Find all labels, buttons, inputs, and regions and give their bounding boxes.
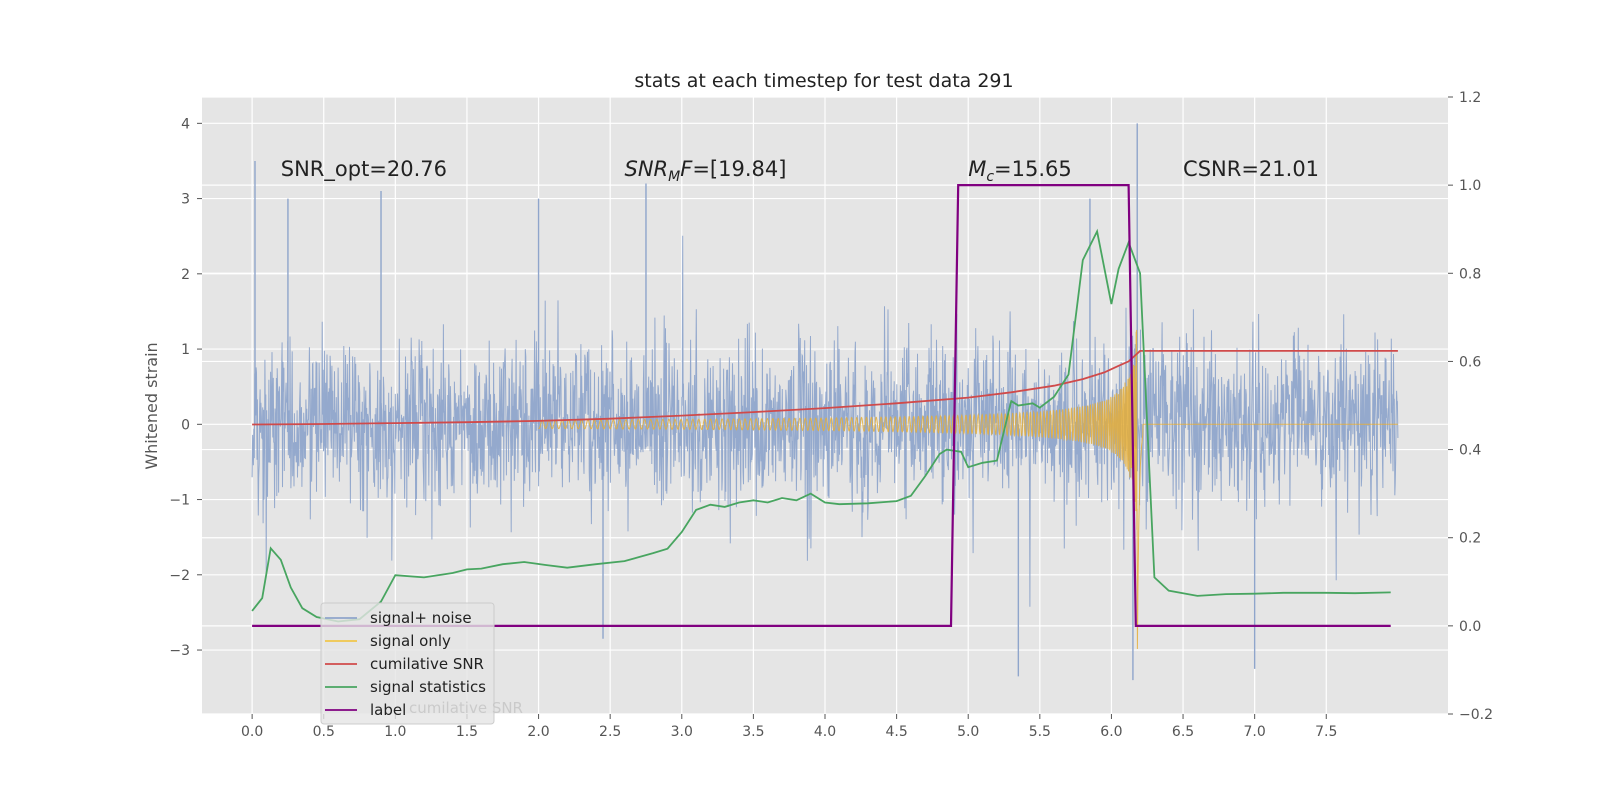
- legend-label: cumilative SNR: [370, 655, 484, 673]
- signal-noise-line: [251, 235, 1399, 607]
- cumulative-snr-line: [252, 350, 1398, 426]
- y2-tick-label: 1.2: [1459, 90, 1481, 106]
- x-tick-label: 7.5: [1315, 724, 1337, 740]
- y-tick-label: −1: [169, 493, 190, 509]
- x-tick-label: 4.0: [814, 724, 836, 740]
- y-tick-label: −3: [169, 643, 190, 659]
- y-axis-label: Whitened strain: [142, 342, 161, 469]
- x-tick-label: 1.5: [456, 724, 478, 740]
- axes: 0.0 0.5 1.0 1.5 2.0 2.5 3.0 3.5 4.0 4.5 5.0 5.5 6.0 6…: [169, 90, 1493, 740]
- x-tick-label: 6.0: [1100, 724, 1122, 740]
- x-tick-label: 3.5: [742, 724, 764, 740]
- y2-tick-label: 0.6: [1459, 354, 1481, 370]
- x-tick-label: 5.5: [1029, 724, 1051, 740]
- x-tick-label: 0.5: [313, 724, 335, 740]
- x-tick-label: 1.0: [384, 724, 406, 740]
- annotation-text: Mc=15.65: [968, 157, 1072, 185]
- legend-label: label: [370, 701, 406, 719]
- legend-label: signal+ noise: [370, 609, 472, 627]
- y-tick-label: 0: [181, 417, 190, 433]
- x-tick-label: 2.5: [599, 724, 621, 740]
- y2-tick-label: 0.2: [1459, 531, 1481, 547]
- x-tick-label: 0.0: [241, 724, 263, 740]
- annotation-text: SNR_opt=20.76: [281, 157, 447, 182]
- y-tick-label: 2: [181, 267, 190, 283]
- y-tick-label: 3: [181, 192, 190, 208]
- x-tick-label: 4.5: [885, 724, 907, 740]
- y2-tick-label: 0.0: [1459, 619, 1481, 635]
- y2-tick-label: −0.2: [1459, 707, 1493, 723]
- legend-label: signal only: [370, 632, 451, 650]
- signal-only-line: [538, 329, 1398, 650]
- label-line: [252, 184, 1391, 627]
- y-tick-label: 1: [181, 342, 190, 358]
- y2-tick-label: 1.0: [1459, 178, 1481, 194]
- x-tick-label: 5.0: [957, 724, 979, 740]
- chart-title: stats at each timestep for test data 291: [634, 70, 1013, 92]
- annotation-text: CSNR=21.01: [1183, 157, 1319, 181]
- x-tick-label: 7.0: [1244, 724, 1266, 740]
- y2-tick-label: 0.4: [1459, 443, 1481, 459]
- y2-tick-label: 0.8: [1459, 266, 1481, 282]
- annotations: SNR_opt=20.76 SNRMF=[19.84] Mc=15.65 CSNR=2…: [281, 157, 1319, 185]
- x-tick-label: 2.0: [527, 724, 549, 740]
- y-tick-label: −2: [169, 568, 190, 584]
- series-layer: [251, 123, 1399, 681]
- legend-label: signal statistics: [370, 678, 486, 696]
- legend-box: [320, 602, 495, 725]
- y-tick-label: 4: [181, 116, 190, 132]
- x-tick-label: 3.0: [671, 724, 693, 740]
- legend-ghost-text: cumilative SNR: [409, 699, 523, 717]
- annotation-text: SNRMF=[19.84]: [624, 157, 786, 185]
- x-tick-label: 6.5: [1172, 724, 1194, 740]
- legend: cumilative SNR signal+ noise signal only cu…: [320, 602, 523, 725]
